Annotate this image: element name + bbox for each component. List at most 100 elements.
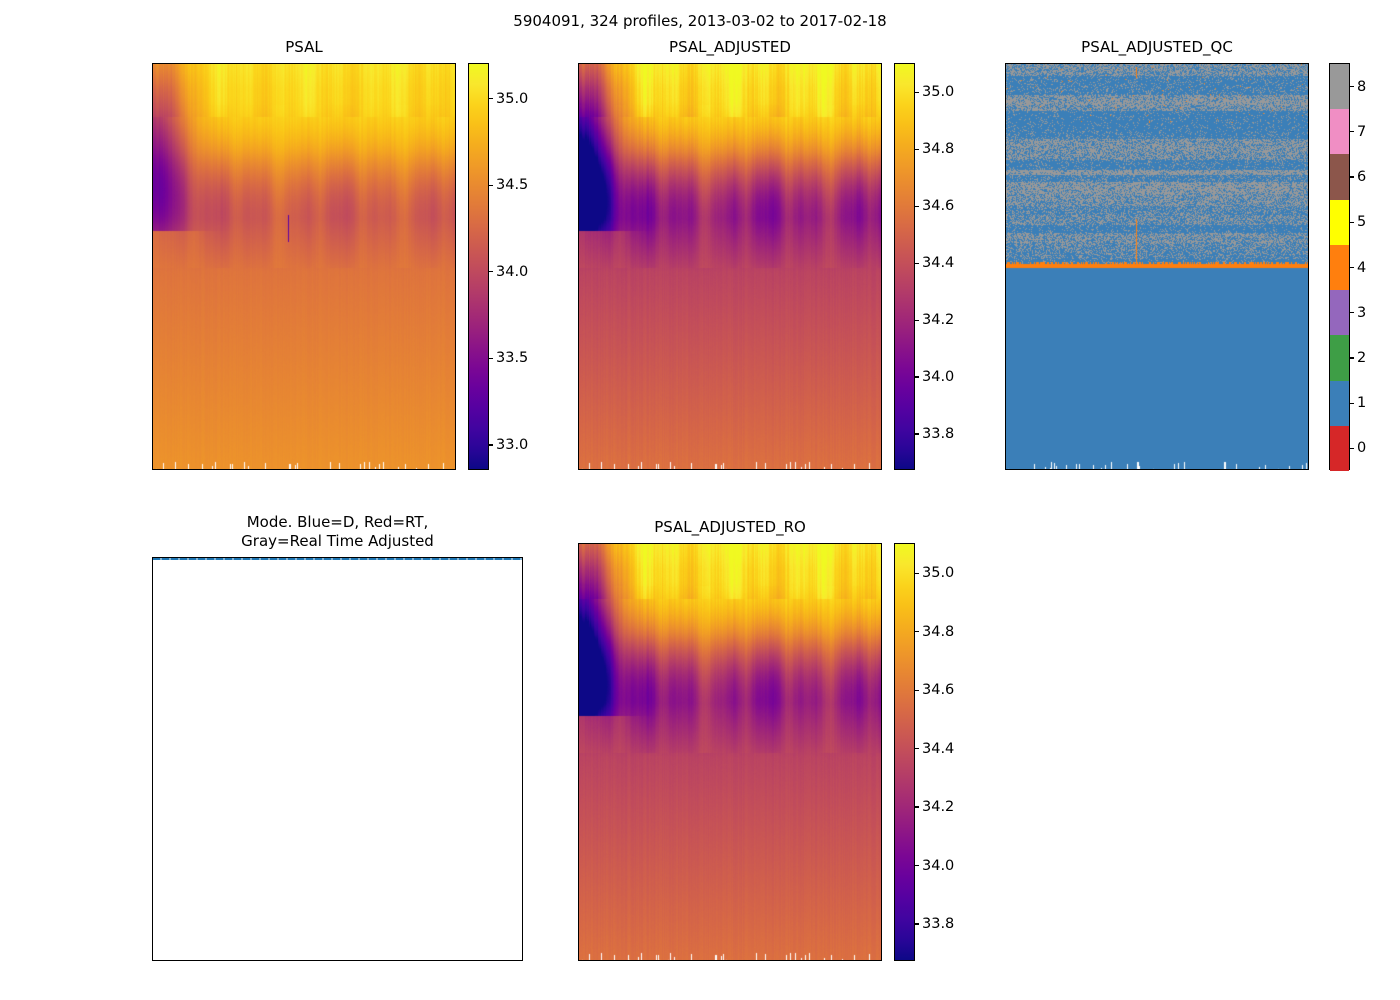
colorbar-tick-mark xyxy=(914,205,919,207)
colorbar-tick-mark xyxy=(1349,312,1354,314)
y-tick-mark xyxy=(578,267,579,268)
colorbar-tick-label: 33.5 xyxy=(496,350,529,367)
x-tick-mark xyxy=(461,960,462,961)
psal-adjusted-qc-plot-area[interactable]: 0250500750100012501500175020002014201520… xyxy=(1005,63,1309,470)
y-tick-mark xyxy=(578,909,579,910)
colorbar-tick-label: 7 xyxy=(1357,123,1367,140)
colorbar-tick-mark xyxy=(914,748,919,750)
psal-adjusted-ro-plot-area[interactable]: 0250500750100012501500175020002014201520… xyxy=(578,543,882,961)
panel-psal-adjusted-ro: PSAL_ADJUSTED_RO 02505007501000125015001… xyxy=(578,518,954,961)
colorbar-tick-label: 34.0 xyxy=(496,263,529,280)
x-tick-mark xyxy=(719,960,720,961)
colorbar-tick-mark xyxy=(914,806,919,808)
colorbar-tick-mark xyxy=(914,319,919,321)
colorbar-tick-mark xyxy=(914,572,919,574)
qc-colorbar-segment-3 xyxy=(1330,290,1349,336)
qc-colorbar-segment-4 xyxy=(1330,244,1349,291)
x-tick-mark xyxy=(364,960,365,961)
y-tick-mark xyxy=(1005,165,1006,166)
panel-mode: Mode. Blue=D, Red=RT, Gray=Real Time Adj… xyxy=(152,513,523,961)
colorbar-tick-mark xyxy=(914,689,919,691)
colorbar-tick-label: 35.0 xyxy=(496,90,529,107)
colorbar-tick-label: 34.2 xyxy=(922,312,955,329)
colorbar-tick-mark xyxy=(488,271,493,273)
panel-psal-adjusted: PSAL_ADJUSTED 02505007501000125015001750… xyxy=(578,38,954,470)
panel-psal-title: PSAL xyxy=(285,38,323,56)
mode-plot-area[interactable]: Delayed ModeReal Time AdjustedReal Time2… xyxy=(152,557,523,961)
qc-colorbar-segment-6 xyxy=(1330,154,1349,200)
y-tick-mark xyxy=(152,165,153,166)
x-tick-mark xyxy=(1299,469,1300,470)
x-tick-mark xyxy=(172,960,173,961)
colorbar-tick-label: 8 xyxy=(1357,78,1367,95)
y-tick-mark xyxy=(578,420,579,421)
y-tick-mark xyxy=(578,318,579,319)
x-tick-mark xyxy=(1146,469,1147,470)
colorbar-tick-label: 34.4 xyxy=(922,740,955,757)
colorbar-tick-label: 34.6 xyxy=(922,682,955,699)
colorbar-tick-mark xyxy=(914,433,919,435)
psal-adjusted-colorbar[interactable]: 33.8 34.0 34.2 34.4 34.6 34.8 35.0 xyxy=(894,63,954,470)
psal-plot-area[interactable]: 0250500750100012501500175020002014201520… xyxy=(152,63,456,470)
colorbar-tick-mark xyxy=(488,98,493,100)
y-tick-mark xyxy=(1005,63,1006,64)
y-tick-mark xyxy=(578,752,579,753)
qc-heatmap-canvas xyxy=(1006,64,1308,469)
x-tick-mark xyxy=(719,469,720,470)
heatmap-canvas xyxy=(579,544,881,960)
colorbar-tick-mark xyxy=(914,923,919,925)
y-tick-mark xyxy=(578,114,579,115)
y-tick-mark xyxy=(578,857,579,858)
panel-psal-adjusted-ro-title: PSAL_ADJUSTED_RO xyxy=(654,518,806,536)
y-tick-mark xyxy=(152,318,153,319)
x-tick-mark xyxy=(446,469,447,470)
qc-colorbar-segment-7 xyxy=(1330,109,1349,155)
psal-adjusted-ro-heatmap-image xyxy=(579,544,881,960)
panel-psal-adjusted-qc: PSAL_ADJUSTED_QC 02505007501000125015001… xyxy=(1005,38,1366,471)
colorbar-tick-label: 34.6 xyxy=(922,198,955,215)
qc-colorbar-segment-0 xyxy=(1330,425,1349,471)
y-tick-mark xyxy=(1005,420,1006,421)
psal-adjusted-ro-colorbar[interactable]: 33.8 34.0 34.2 34.4 34.6 34.8 35.0 xyxy=(894,543,954,961)
y-tick-mark xyxy=(578,369,579,370)
colorbar-tick-label: 34.5 xyxy=(496,177,529,194)
heatmap-canvas xyxy=(579,64,881,469)
colorbar-tick-mark xyxy=(1349,357,1354,359)
y-tick-mark xyxy=(152,420,153,421)
x-tick-mark xyxy=(1069,469,1070,470)
colorbar-tick-mark xyxy=(914,864,919,867)
psal-heatmap-image xyxy=(153,64,455,469)
colorbar-tick-label: 34.0 xyxy=(922,857,955,874)
colorbar-tick-mark xyxy=(914,631,919,633)
psal-colorbar[interactable]: 33.0 33.5 34.0 34.5 35.0 xyxy=(468,63,528,470)
colorbar-tick-label: 2 xyxy=(1357,349,1367,366)
y-tick-mark xyxy=(578,216,579,217)
qc-colorbar-segment-5 xyxy=(1330,199,1349,245)
x-tick-mark xyxy=(872,960,873,961)
colorbar-tick-mark xyxy=(1349,131,1354,133)
colorbar-tick-label: 35.0 xyxy=(922,565,955,582)
y-tick-mark xyxy=(578,63,579,64)
colorbar-tick-label: 5 xyxy=(1357,214,1367,231)
colorbar-tick-mark xyxy=(488,184,493,186)
colorbar-tick-mark xyxy=(488,444,493,446)
colorbar-tick-label: 35.0 xyxy=(922,84,955,101)
y-tick-mark xyxy=(152,63,153,64)
x-tick-mark xyxy=(293,469,294,470)
colorbar-tick-label: 33.0 xyxy=(496,437,529,454)
psal-adjusted-qc-colorbar[interactable]: 0 1 2 3 4 5 6 7 8 xyxy=(1329,63,1366,471)
x-tick-mark xyxy=(796,960,797,961)
colorbar-tick-mark xyxy=(914,148,919,150)
x-tick-mark xyxy=(796,469,797,470)
colorbar-tick-label: 6 xyxy=(1357,169,1367,186)
colorbar-tick-label: 33.8 xyxy=(922,916,955,932)
y-tick-mark xyxy=(578,165,579,166)
colorbar-tick-mark xyxy=(1349,447,1354,449)
y-tick-mark xyxy=(1005,114,1006,115)
colorbar-tick-label: 34.4 xyxy=(922,255,955,272)
y-tick-mark xyxy=(152,759,153,760)
psal-adjusted-plot-area[interactable]: 0250500750100012501500175020002014201520… xyxy=(578,63,882,470)
colorbar-tick-label: 0 xyxy=(1357,440,1367,457)
x-tick-mark xyxy=(268,960,269,961)
y-tick-mark xyxy=(152,216,153,217)
